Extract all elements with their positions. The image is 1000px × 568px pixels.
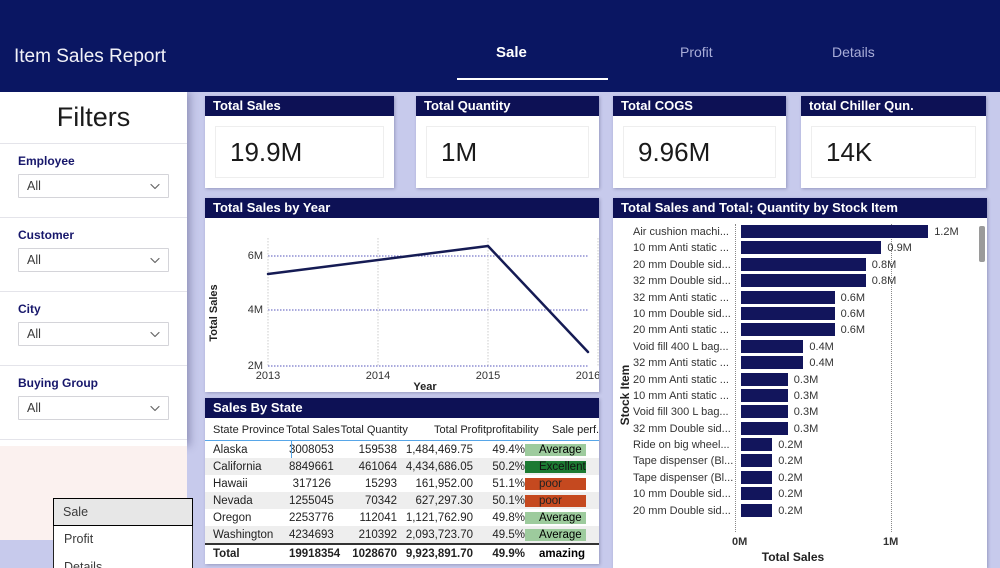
svg-text:6M: 6M (248, 250, 263, 262)
svg-text:2016: 2016 (576, 370, 599, 382)
svg-text:2013: 2013 (256, 370, 280, 382)
svg-text:2014: 2014 (366, 370, 390, 382)
svg-text:4M: 4M (248, 304, 263, 316)
svg-text:2015: 2015 (476, 370, 500, 382)
svg-text:Total Sales: Total Sales (208, 284, 220, 341)
svg-text:Year: Year (413, 381, 437, 392)
